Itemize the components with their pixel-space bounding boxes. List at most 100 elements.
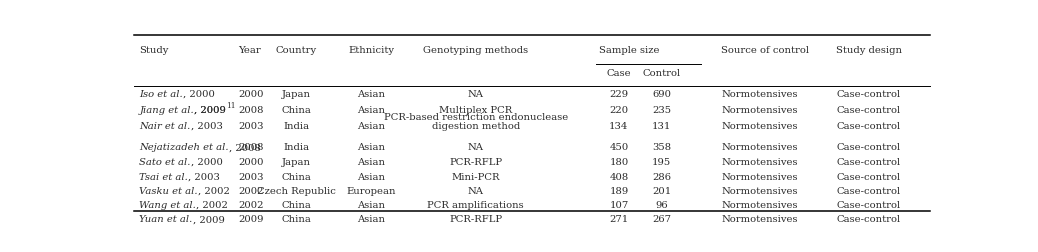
Text: 690: 690 [652, 90, 671, 99]
Text: Case-control: Case-control [836, 90, 900, 99]
Text: 229: 229 [609, 90, 628, 99]
Text: European: European [347, 187, 395, 196]
Text: , 2009: , 2009 [194, 106, 226, 115]
Text: Case-control: Case-control [836, 187, 900, 196]
Text: Wang et al.: Wang et al. [139, 201, 196, 210]
Text: , 2008: , 2008 [229, 143, 261, 152]
Text: Year: Year [239, 46, 262, 55]
Text: 2003: 2003 [239, 122, 264, 131]
Text: Normotensives: Normotensives [721, 158, 797, 167]
Text: China: China [281, 173, 311, 182]
Text: Asian: Asian [357, 90, 385, 99]
Text: PCR-RFLP: PCR-RFLP [449, 158, 502, 167]
Text: Asian: Asian [357, 122, 385, 131]
Text: 107: 107 [609, 201, 628, 210]
Text: Case-control: Case-control [836, 158, 900, 167]
Text: NA: NA [468, 187, 484, 196]
Text: Normotensives: Normotensives [721, 215, 797, 224]
Text: 11: 11 [226, 102, 236, 110]
Text: 2000: 2000 [239, 90, 264, 99]
Text: Iso et al.: Iso et al. [139, 90, 183, 99]
Text: Control: Control [643, 69, 681, 78]
Text: Multiplex PCR: Multiplex PCR [439, 106, 513, 115]
Text: PCR amplifications: PCR amplifications [428, 201, 524, 210]
Text: Vasku et al.: Vasku et al. [139, 187, 198, 196]
Text: 2008: 2008 [239, 106, 264, 115]
Text: Asian: Asian [357, 106, 385, 115]
Text: Normotensives: Normotensives [721, 201, 797, 210]
Text: Case-control: Case-control [836, 173, 900, 182]
Text: Source of control: Source of control [721, 46, 809, 55]
Text: 450: 450 [609, 143, 628, 152]
Text: 189: 189 [609, 187, 628, 196]
Text: Case: Case [606, 69, 631, 78]
Text: China: China [281, 215, 311, 224]
Text: Nair et al.: Nair et al. [139, 122, 191, 131]
Text: 267: 267 [652, 215, 671, 224]
Text: 271: 271 [609, 215, 628, 224]
Text: Sample size: Sample size [599, 46, 659, 55]
Text: , 2003: , 2003 [188, 173, 220, 182]
Text: Japan: Japan [281, 158, 310, 167]
Text: 2008: 2008 [239, 143, 264, 152]
Text: Asian: Asian [357, 173, 385, 182]
Text: India: India [283, 143, 309, 152]
Text: China: China [281, 201, 311, 210]
Text: , 2009: , 2009 [194, 106, 226, 115]
Text: Normotensives: Normotensives [721, 143, 797, 152]
Text: 2003: 2003 [239, 173, 264, 182]
Text: Normotensives: Normotensives [721, 173, 797, 182]
Text: NA: NA [468, 143, 484, 152]
Text: 180: 180 [609, 158, 628, 167]
Text: Case-control: Case-control [836, 201, 900, 210]
Text: , 2002: , 2002 [198, 187, 229, 196]
Text: Ethnicity: Ethnicity [348, 46, 394, 55]
Text: Asian: Asian [357, 201, 385, 210]
Text: Asian: Asian [357, 215, 385, 224]
Text: , 2003: , 2003 [191, 122, 222, 131]
Text: Tsai et al.: Tsai et al. [139, 173, 188, 182]
Text: Normotensives: Normotensives [721, 187, 797, 196]
Text: Japan: Japan [281, 90, 310, 99]
Text: , 2002: , 2002 [196, 201, 228, 210]
Text: Sato et al.: Sato et al. [139, 158, 191, 167]
Text: Study design: Study design [836, 46, 902, 55]
Text: Case-control: Case-control [836, 143, 900, 152]
Text: Yuan et al.: Yuan et al. [139, 215, 193, 224]
Text: 2000: 2000 [239, 158, 264, 167]
Text: 358: 358 [652, 143, 671, 152]
Text: NA: NA [468, 90, 484, 99]
Text: Case-control: Case-control [836, 106, 900, 115]
Text: 2002: 2002 [239, 187, 264, 196]
Text: India: India [283, 122, 309, 131]
Text: Genotyping methods: Genotyping methods [424, 46, 528, 55]
Text: 408: 408 [609, 173, 628, 182]
Text: 2002: 2002 [239, 201, 264, 210]
Text: Case-control: Case-control [836, 122, 900, 131]
Text: Normotensives: Normotensives [721, 106, 797, 115]
Text: 2009: 2009 [239, 215, 264, 224]
Text: Country: Country [276, 46, 317, 55]
Text: China: China [281, 106, 311, 115]
Text: 201: 201 [652, 187, 672, 196]
Text: 131: 131 [652, 122, 672, 131]
Text: , 2000: , 2000 [191, 158, 223, 167]
Text: Czech Republic: Czech Republic [256, 187, 335, 196]
Text: Normotensives: Normotensives [721, 122, 797, 131]
Text: Mini-PCR: Mini-PCR [452, 173, 500, 182]
Text: Case-control: Case-control [836, 215, 900, 224]
Text: Normotensives: Normotensives [721, 90, 797, 99]
Text: 220: 220 [609, 106, 628, 115]
Text: , 2000: , 2000 [183, 90, 215, 99]
Text: Study: Study [139, 46, 169, 55]
Text: 134: 134 [609, 122, 629, 131]
Text: , 2009: , 2009 [193, 215, 224, 224]
Text: 235: 235 [652, 106, 671, 115]
Text: Asian: Asian [357, 143, 385, 152]
Text: Asian: Asian [357, 158, 385, 167]
Text: Nejatizadeh et al.: Nejatizadeh et al. [139, 143, 229, 152]
Text: PCR-RFLP: PCR-RFLP [449, 215, 502, 224]
Text: 96: 96 [655, 201, 667, 210]
Text: 195: 195 [652, 158, 672, 167]
Text: 286: 286 [652, 173, 671, 182]
